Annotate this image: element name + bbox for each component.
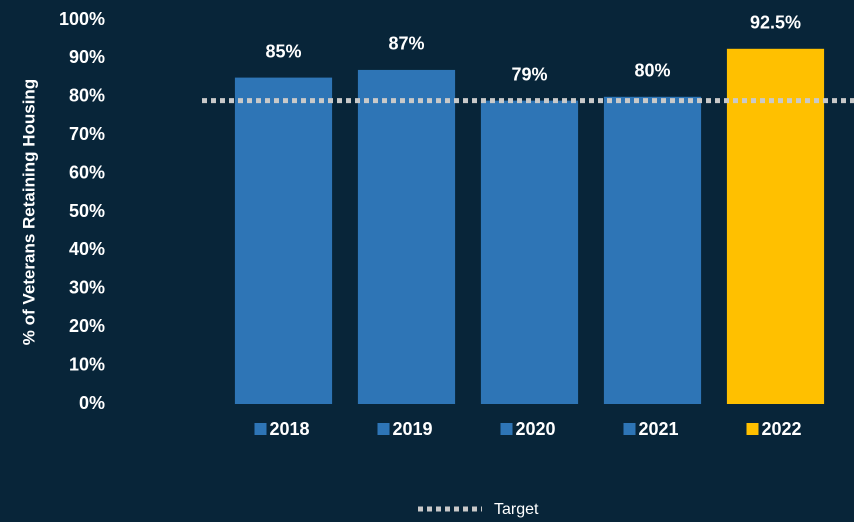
y-tick-label: 0%: [79, 393, 105, 413]
bar: [603, 96, 702, 405]
y-tick-label: 60%: [69, 162, 105, 182]
legend-swatch: [254, 423, 267, 435]
legend-label: 2018: [270, 419, 310, 439]
legend-swatch: [623, 423, 636, 435]
legend-label: 2019: [393, 419, 433, 439]
legend-swatch: [377, 423, 390, 435]
legend-swatch: [500, 423, 513, 435]
y-tick-label: 70%: [69, 124, 105, 144]
bar: [726, 48, 825, 405]
data-label: 87%: [388, 34, 424, 54]
legend-label: 2020: [516, 419, 556, 439]
legend-label: 2022: [762, 419, 802, 439]
legend-swatch: [746, 423, 759, 435]
y-tick-label: 80%: [69, 86, 105, 106]
legend-label: Target: [494, 501, 539, 518]
y-tick-label: 40%: [69, 239, 105, 259]
y-tick-label: 100%: [59, 9, 105, 29]
data-label: 92.5%: [750, 13, 801, 33]
legend-label: 2021: [639, 419, 679, 439]
data-label: 85%: [265, 41, 301, 61]
bar: [357, 69, 456, 405]
y-axis-label: % of Veterans Retaining Housing: [19, 79, 38, 345]
y-tick-label: 90%: [69, 47, 105, 67]
data-label: 79%: [511, 64, 547, 84]
bar: [234, 77, 333, 404]
y-tick-label: 30%: [69, 278, 105, 298]
y-tick-label: 20%: [69, 316, 105, 336]
y-tick-label: 10%: [69, 354, 105, 374]
bar: [480, 100, 579, 404]
y-tick-label: 50%: [69, 201, 105, 221]
data-label: 80%: [634, 61, 670, 81]
